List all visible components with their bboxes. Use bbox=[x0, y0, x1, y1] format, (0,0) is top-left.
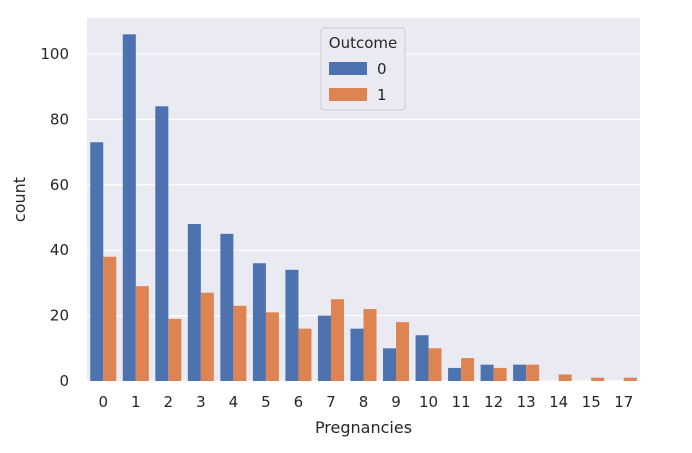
bar-outcome-1-preg-6 bbox=[298, 328, 312, 381]
bar-outcome-0-preg-5 bbox=[252, 263, 266, 381]
bar-outcome-1-preg-3 bbox=[200, 292, 214, 381]
x-tick-labels: 0 1 2 3 4 5 6 7 8 9 10 11 12 13 14 15 17 bbox=[98, 393, 633, 411]
x-tick-label: 12 bbox=[484, 393, 503, 411]
x-axis-label: Pregnancies bbox=[315, 418, 412, 437]
legend: Outcome 01 bbox=[320, 27, 406, 111]
y-tick-label: 100 bbox=[40, 45, 69, 63]
y-tick-labels: 0 20 40 60 80 100 bbox=[40, 45, 69, 390]
bar-outcome-1-preg-13 bbox=[526, 364, 540, 381]
x-tick-label: 3 bbox=[196, 393, 206, 411]
x-tick-label: 17 bbox=[614, 393, 633, 411]
bar-outcome-0-preg-2 bbox=[155, 106, 169, 381]
x-tick-label: 14 bbox=[549, 393, 568, 411]
y-tick-label: 20 bbox=[50, 307, 69, 325]
x-tick-label: 5 bbox=[261, 393, 271, 411]
bar-outcome-1-preg-14 bbox=[558, 374, 572, 381]
y-tick-label: 0 bbox=[59, 372, 69, 390]
bar-outcome-1-preg-11 bbox=[461, 358, 475, 381]
bar-outcome-1-preg-17 bbox=[623, 377, 637, 381]
legend-label-1: 1 bbox=[377, 86, 387, 104]
bars bbox=[90, 34, 637, 382]
bar-outcome-1-preg-2 bbox=[168, 318, 182, 381]
y-axis-label: count bbox=[10, 177, 29, 222]
legend-label-0: 0 bbox=[377, 60, 387, 78]
bar-outcome-1-preg-15 bbox=[591, 377, 605, 381]
y-tick-label: 40 bbox=[50, 241, 69, 259]
bar-outcome-0-preg-12 bbox=[480, 364, 494, 381]
x-tick-label: 0 bbox=[98, 393, 108, 411]
legend-swatch-0 bbox=[329, 62, 367, 75]
x-tick-label: 9 bbox=[391, 393, 401, 411]
bar-outcome-0-preg-3 bbox=[187, 224, 201, 381]
legend-swatch-1 bbox=[329, 88, 367, 101]
x-tick-label: 8 bbox=[359, 393, 369, 411]
bar-outcome-1-preg-0 bbox=[103, 256, 117, 381]
bar-outcome-1-preg-1 bbox=[135, 286, 149, 381]
bar-outcome-1-preg-8 bbox=[363, 309, 377, 381]
bar-outcome-1-preg-4 bbox=[233, 305, 247, 381]
x-tick-label: 2 bbox=[164, 393, 174, 411]
bar-outcome-0-preg-10 bbox=[415, 335, 429, 381]
bar-outcome-0-preg-6 bbox=[285, 269, 299, 381]
bar-outcome-0-preg-4 bbox=[220, 233, 234, 381]
bar-outcome-1-preg-5 bbox=[265, 312, 279, 381]
bar-outcome-0-preg-8 bbox=[350, 328, 364, 381]
y-tick-label: 60 bbox=[50, 176, 69, 194]
bar-outcome-0-preg-0 bbox=[90, 142, 104, 381]
legend-title: Outcome bbox=[329, 34, 397, 52]
bar-outcome-0-preg-1 bbox=[122, 34, 136, 382]
bar-outcome-1-preg-12 bbox=[493, 367, 507, 381]
legend-items: 01 bbox=[329, 60, 387, 104]
bar-outcome-1-preg-9 bbox=[396, 322, 410, 381]
x-tick-label: 4 bbox=[229, 393, 239, 411]
bar-outcome-1-preg-10 bbox=[428, 348, 442, 381]
bar-outcome-0-preg-13 bbox=[513, 364, 527, 381]
bar-outcome-0-preg-9 bbox=[383, 348, 397, 381]
x-tick-label: 7 bbox=[326, 393, 336, 411]
x-tick-label: 10 bbox=[419, 393, 438, 411]
bar-outcome-0-preg-7 bbox=[317, 315, 331, 381]
x-tick-label: 13 bbox=[517, 393, 536, 411]
x-tick-label: 1 bbox=[131, 393, 141, 411]
y-tick-label: 80 bbox=[50, 110, 69, 128]
bar-outcome-0-preg-11 bbox=[448, 367, 462, 381]
bar-outcome-1-preg-7 bbox=[330, 299, 344, 381]
x-tick-label: 15 bbox=[582, 393, 601, 411]
x-tick-label: 11 bbox=[452, 393, 471, 411]
x-tick-label: 6 bbox=[294, 393, 304, 411]
